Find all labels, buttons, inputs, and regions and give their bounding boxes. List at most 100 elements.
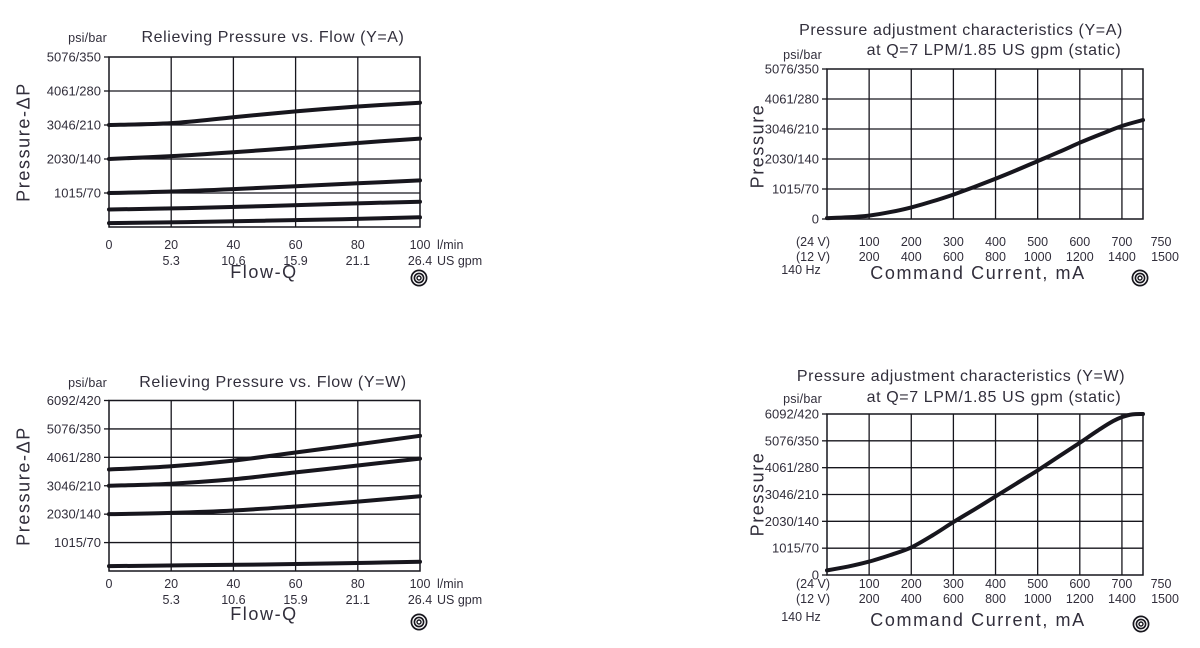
tick-label: 700 (1112, 577, 1133, 591)
tick-label: 6092/420 (765, 407, 819, 422)
target-ring-outer (1132, 615, 1150, 633)
tick-label: 60 (289, 238, 303, 252)
target-ring-outer (1131, 269, 1149, 287)
target-icon (1132, 615, 1150, 633)
plot-border (108, 56, 421, 228)
chart-relieving-pressure-flow-ya: 5076/350 4061/280 3046/210 2030/140 1015/70 0… (47, 50, 482, 287)
chart-pressure-adjustment-ya: 5076/350 4061/280 3046/210 2030/140 1015/70 0… (765, 62, 1179, 287)
tick-label: 5076/350 (47, 50, 101, 65)
tick-label: 5076/350 (765, 62, 819, 77)
tick-label: US gpm (437, 254, 482, 268)
tick-label: 3046/210 (47, 478, 101, 493)
target-ring-middle (413, 272, 425, 284)
tick-label: 4061/280 (47, 450, 101, 465)
y-unit-label: psi/bar (783, 48, 822, 62)
tick-label: 10.6 (221, 593, 245, 607)
target-ring-inner (1137, 275, 1143, 281)
tick-label: 100 (859, 577, 880, 591)
curve-pressure-vs-current (825, 412, 1145, 573)
x-axis-label: Command Current, mA (870, 263, 1086, 283)
tick-label: 200 (859, 250, 880, 264)
tick-label: US gpm (437, 593, 482, 607)
y-axis-label: Pressure-ΔP (13, 426, 34, 546)
target-ring-middle (413, 616, 425, 628)
curve-setting-210-bar (107, 456, 422, 488)
target-ring-inner (416, 619, 422, 625)
curve-setting-140-bar (107, 136, 422, 161)
tick-label: 0 (812, 568, 819, 583)
chart-title-line2: at Q=7 LPM/1.85 US gpm (static) (866, 42, 1122, 59)
tick-label: 800 (985, 592, 1006, 606)
y-axis-label: Pressure-ΔP (13, 82, 34, 202)
tick-label: 2030/140 (47, 152, 101, 167)
tick-label: (12 V) (796, 592, 830, 606)
tick-label: l/min (437, 238, 463, 252)
tick-label: 4061/280 (47, 84, 101, 99)
tick-label: 0 (106, 238, 113, 252)
tick-label: (24 V) (796, 235, 830, 249)
target-icon (410, 269, 428, 287)
tick-label: 140 Hz (781, 610, 821, 624)
tick-label: 600 (1069, 577, 1090, 591)
tick-label: 21.1 (346, 254, 370, 268)
plot-border (826, 68, 1144, 220)
target-ring-middle (1135, 618, 1147, 630)
tick-label: 100 (859, 235, 880, 249)
x-axis-label: Flow-Q (230, 604, 298, 624)
chart-title-line2: at Q=7 LPM/1.85 US gpm (static) (866, 389, 1122, 406)
tick-label: 21.1 (346, 593, 370, 607)
tick-label: 3046/210 (765, 122, 819, 137)
x-axis-label: Command Current, mA (870, 610, 1086, 630)
tick-label: 1500 (1151, 592, 1179, 606)
tick-label: 26.4 (408, 254, 432, 268)
tick-label: 15.9 (283, 254, 307, 268)
tick-label: 15.9 (283, 593, 307, 607)
tick-label: 400 (985, 235, 1006, 249)
tick-label: 200 (859, 592, 880, 606)
tick-label: 5076/350 (765, 433, 819, 448)
tick-label: 1200 (1066, 592, 1094, 606)
target-ring-inner (416, 275, 422, 281)
chart-title-line1: Pressure adjustment characteristics (Y=W… (796, 368, 1126, 385)
tick-label: 300 (943, 577, 964, 591)
tick-label: 2030/140 (47, 507, 101, 522)
tick-label: 20 (164, 577, 178, 591)
tick-label: 0 (106, 577, 113, 591)
tick-label: 5076/350 (47, 421, 101, 436)
tick-label: 400 (985, 577, 1006, 591)
tick-label: 600 (943, 592, 964, 606)
tick-label: 300 (943, 235, 964, 249)
curve-setting-140-bar (107, 494, 422, 517)
tick-label: 1015/70 (54, 186, 101, 201)
target-ring-outer (410, 613, 428, 631)
tick-label: 2030/140 (765, 514, 819, 529)
tick-label: 80 (351, 238, 365, 252)
chart-title: Relieving Pressure vs. Flow (Y=A) (141, 29, 405, 46)
tick-label: 1400 (1108, 250, 1136, 264)
tick-label: l/min (437, 577, 463, 591)
tick-label: 400 (901, 250, 922, 264)
tick-label: 1000 (1024, 250, 1052, 264)
curve-pressure-vs-current (825, 118, 1145, 221)
tick-label: 200 (901, 235, 922, 249)
tick-label: 600 (1069, 235, 1090, 249)
tick-label: 3046/210 (47, 118, 101, 133)
tick-label: 1400 (1108, 592, 1136, 606)
tick-label: 3046/210 (765, 487, 819, 502)
tick-label: 500 (1027, 235, 1048, 249)
tick-label: 750 (1151, 235, 1172, 249)
tick-label: 1015/70 (54, 535, 101, 550)
tick-label: (24 V) (796, 577, 830, 591)
tick-label: 20 (164, 238, 178, 252)
tick-label: 6092/420 (47, 393, 101, 408)
tick-label: 100 (410, 238, 431, 252)
curve-setting-250-bar (107, 433, 422, 472)
tick-label: 26.4 (408, 593, 432, 607)
tick-label: 80 (351, 577, 365, 591)
tick-label: 1015/70 (772, 541, 819, 556)
target-ring-outer (410, 269, 428, 287)
tick-label: 2030/140 (765, 152, 819, 167)
y-unit-label: psi/bar (68, 31, 107, 45)
tick-label: 60 (289, 577, 303, 591)
